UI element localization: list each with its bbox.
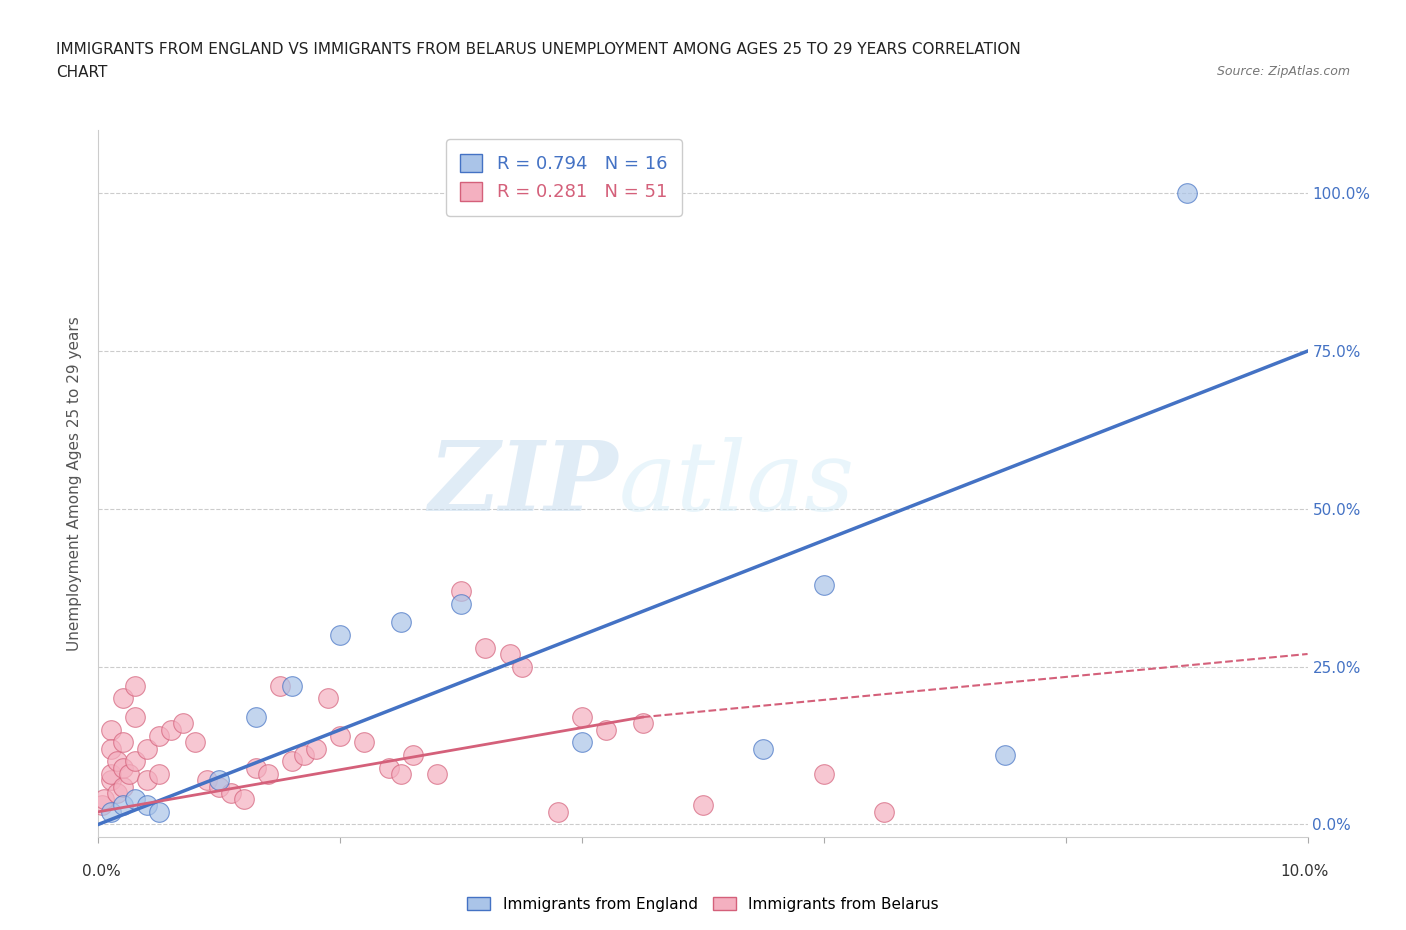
- Point: [100, 773, 122, 788]
- Point: [245, 760, 267, 775]
- Point: [135, 773, 157, 788]
- Point: [105, 754, 128, 769]
- Point: [305, 741, 328, 756]
- Point: [111, 735, 134, 750]
- Point: [195, 773, 218, 788]
- Point: [124, 678, 146, 693]
- Point: [402, 748, 425, 763]
- Point: [111, 760, 134, 775]
- Point: [135, 741, 157, 756]
- Point: [93, 791, 115, 806]
- Point: [124, 754, 146, 769]
- Point: [595, 723, 617, 737]
- Point: [292, 748, 315, 763]
- Point: [692, 798, 714, 813]
- Point: [111, 691, 134, 706]
- Text: IMMIGRANTS FROM ENGLAND VS IMMIGRANTS FROM BELARUS UNEMPLOYMENT AMONG AGES 25 TO: IMMIGRANTS FROM ENGLAND VS IMMIGRANTS FR…: [56, 42, 1021, 57]
- Point: [389, 766, 412, 781]
- Point: [91, 798, 114, 813]
- Point: [232, 791, 254, 806]
- Text: 0.0%: 0.0%: [82, 864, 121, 879]
- Point: [450, 583, 472, 598]
- Point: [281, 754, 304, 769]
- Point: [1175, 186, 1198, 201]
- Point: [377, 760, 399, 775]
- Point: [148, 728, 170, 743]
- Text: Source: ZipAtlas.com: Source: ZipAtlas.com: [1216, 65, 1350, 78]
- Point: [873, 804, 896, 819]
- Point: [148, 804, 170, 819]
- Point: [135, 798, 157, 813]
- Y-axis label: Unemployment Among Ages 25 to 29 years: Unemployment Among Ages 25 to 29 years: [67, 316, 83, 651]
- Point: [172, 716, 194, 731]
- Point: [184, 735, 207, 750]
- Point: [124, 710, 146, 724]
- Point: [329, 728, 352, 743]
- Point: [498, 646, 520, 661]
- Point: [245, 710, 267, 724]
- Point: [111, 779, 134, 794]
- Point: [426, 766, 449, 781]
- Point: [631, 716, 654, 731]
- Point: [208, 779, 231, 794]
- Point: [329, 628, 352, 643]
- Point: [100, 766, 122, 781]
- Text: CHART: CHART: [56, 65, 108, 80]
- Point: [353, 735, 375, 750]
- Point: [571, 710, 593, 724]
- Point: [221, 785, 243, 800]
- Point: [100, 723, 122, 737]
- Point: [474, 640, 496, 655]
- Text: atlas: atlas: [619, 436, 855, 531]
- Legend: R = 0.794   N = 16, R = 0.281   N = 51: R = 0.794 N = 16, R = 0.281 N = 51: [446, 140, 682, 216]
- Text: ZIP: ZIP: [429, 436, 619, 531]
- Point: [118, 766, 141, 781]
- Point: [100, 741, 122, 756]
- Point: [124, 791, 146, 806]
- Point: [813, 578, 835, 592]
- Point: [148, 766, 170, 781]
- Point: [752, 741, 775, 756]
- Point: [450, 596, 472, 611]
- Point: [547, 804, 569, 819]
- Point: [510, 659, 533, 674]
- Point: [571, 735, 593, 750]
- Text: 10.0%: 10.0%: [1281, 864, 1329, 879]
- Point: [813, 766, 835, 781]
- Point: [389, 615, 412, 630]
- Legend: Immigrants from England, Immigrants from Belarus: Immigrants from England, Immigrants from…: [461, 890, 945, 918]
- Point: [256, 766, 278, 781]
- Point: [994, 748, 1017, 763]
- Point: [105, 785, 128, 800]
- Point: [269, 678, 291, 693]
- Point: [100, 804, 122, 819]
- Point: [208, 773, 231, 788]
- Point: [160, 723, 183, 737]
- Point: [316, 691, 339, 706]
- Point: [281, 678, 304, 693]
- Point: [111, 798, 134, 813]
